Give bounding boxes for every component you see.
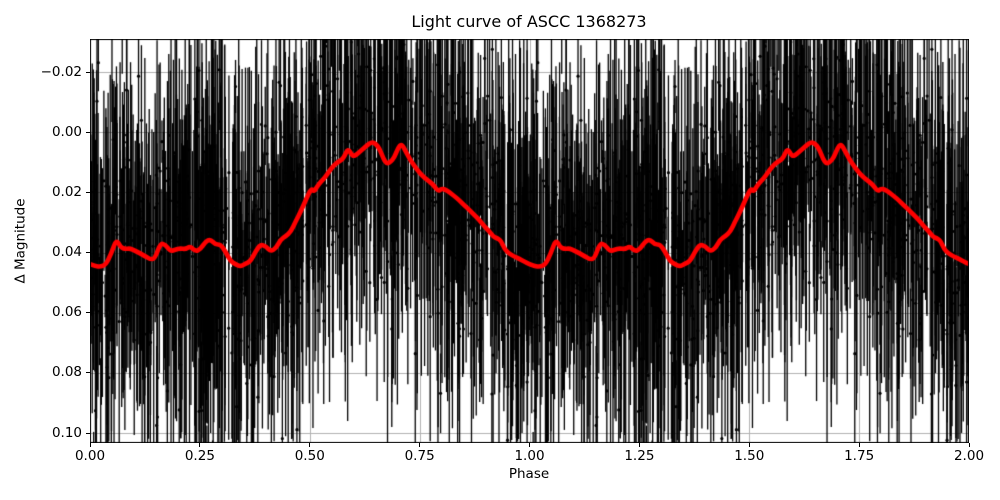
x-tick-label: 2.00 bbox=[953, 448, 985, 464]
y-tick-mark bbox=[86, 252, 90, 254]
x-tick-label: 1.75 bbox=[844, 448, 875, 464]
x-tick-mark bbox=[199, 443, 201, 447]
y-tick-label: 0.10 bbox=[51, 424, 82, 441]
x-tick-label: 1.50 bbox=[734, 448, 765, 464]
x-tick-mark bbox=[638, 443, 640, 447]
y-tick-mark bbox=[86, 312, 90, 314]
x-tick-mark bbox=[968, 443, 970, 447]
x-tick-label: 0.25 bbox=[184, 448, 215, 464]
x-axis-label: Phase bbox=[508, 466, 550, 482]
y-tick-mark bbox=[86, 372, 90, 374]
y-tick-mark bbox=[86, 432, 90, 434]
y-tick-label: 0.04 bbox=[51, 244, 82, 261]
plot-title: Light curve of ASCC 1368273 bbox=[411, 12, 647, 31]
x-tick-mark bbox=[748, 443, 750, 447]
x-tick-mark bbox=[858, 443, 860, 447]
x-tick-label: 1.25 bbox=[624, 448, 655, 464]
x-tick-label: 0.50 bbox=[294, 448, 325, 464]
plot-area bbox=[90, 39, 969, 443]
y-tick-label: 0.00 bbox=[51, 123, 82, 140]
y-axis-label: Δ Magnitude bbox=[12, 198, 29, 284]
x-tick-mark bbox=[309, 443, 311, 447]
x-tick-label: 0.75 bbox=[404, 448, 435, 464]
y-tick-label: −0.02 bbox=[40, 63, 82, 80]
x-tick-label: 1.00 bbox=[514, 448, 545, 464]
x-tick-mark bbox=[529, 443, 530, 447]
x-tick-mark bbox=[89, 443, 91, 447]
y-tick-label: 0.02 bbox=[51, 183, 82, 200]
y-tick-mark bbox=[86, 71, 90, 73]
x-tick-mark bbox=[419, 443, 421, 447]
y-tick-label: 0.08 bbox=[51, 364, 82, 381]
x-tick-label: 0.00 bbox=[74, 448, 106, 464]
y-tick-mark bbox=[86, 191, 90, 193]
y-tick-mark bbox=[86, 131, 90, 133]
y-tick-label: 0.06 bbox=[51, 304, 82, 321]
